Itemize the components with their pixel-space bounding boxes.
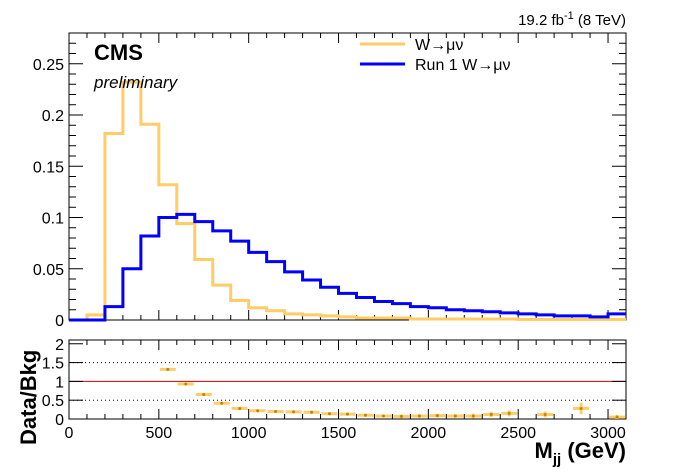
- upper-histograms: [69, 80, 626, 322]
- y-tick-label: 0.2: [42, 108, 64, 125]
- ratio-point: [375, 414, 392, 418]
- ratio-plot-frame: [68, 339, 627, 420]
- ratio-y-tick-label: 0: [55, 412, 64, 429]
- ratio-point: [159, 367, 176, 371]
- ratio-point: [483, 411, 500, 418]
- x-tick-label: 3000: [590, 425, 626, 442]
- y-axis-title-ratio: Data/Bkg: [16, 350, 41, 445]
- ratio-point-marker: [346, 412, 349, 416]
- ratio-point-marker: [328, 412, 332, 416]
- ratio-point-marker: [256, 409, 260, 413]
- ratio-point-marker: [310, 410, 314, 414]
- luminosity-label: 19.2 fb-1 (8 TeV): [518, 10, 626, 29]
- ratio-point-marker: [274, 409, 278, 413]
- ratio-point-marker: [202, 393, 206, 397]
- histogram-series-wmunu: [69, 80, 626, 322]
- y-tick-label: 0: [55, 313, 64, 330]
- ratio-point-marker: [435, 414, 439, 418]
- ratio-point: [213, 401, 230, 405]
- ratio-point-marker: [166, 367, 170, 371]
- ratio-point: [321, 412, 338, 416]
- x-axis-title-unit: (GeV): [567, 438, 626, 463]
- legend-label-run1-wmunu: Run 1 W→μν: [415, 57, 510, 74]
- ratio-y-tick-label: 2: [55, 337, 64, 354]
- ratio-point: [429, 413, 446, 418]
- ratio-point-marker: [220, 401, 224, 405]
- legend: W→μν Run 1 W→μν: [360, 37, 510, 74]
- x-tick-label: 2500: [500, 425, 536, 442]
- ratio-point: [537, 411, 554, 418]
- x-tick-label: 500: [145, 425, 172, 442]
- ratio-point-marker: [615, 415, 619, 419]
- histogram-series-run1-wmunu: [69, 212, 626, 322]
- x-tick-label: 1500: [321, 425, 357, 442]
- x-axis-title: Mjj (GeV): [535, 438, 626, 468]
- x-tick-label: 0: [65, 425, 74, 442]
- ratio-point-marker: [381, 414, 385, 418]
- ratio-point: [357, 413, 374, 417]
- ratio-points: [159, 367, 625, 419]
- ratio-point: [303, 410, 320, 414]
- ratio-point-marker: [417, 414, 421, 418]
- y-tick-label: 0.05: [33, 262, 64, 279]
- ratio-point: [177, 382, 194, 386]
- ratio-point-marker: [579, 406, 583, 410]
- x-axis-title-subscript: jj: [552, 451, 561, 468]
- ratio-point-marker: [184, 382, 188, 386]
- ratio-y-tick-label: 1.5: [42, 356, 64, 373]
- ratio-point: [411, 414, 428, 418]
- ratio-point-marker: [363, 413, 367, 417]
- x-axis-title-main: M: [535, 438, 553, 463]
- ratio-axis-ticks: 00.511.520 500 1000 1500 2000 2500 3000: [42, 337, 627, 442]
- ratio-point-marker: [238, 406, 242, 410]
- upper-axis-ticks: 0 0.05 0.1 0.15 0.2 0.25: [33, 33, 627, 330]
- ratio-y-tick-label: 1: [55, 374, 64, 391]
- ratio-point-marker: [292, 410, 296, 414]
- ratio-point: [573, 402, 590, 415]
- ratio-point: [249, 409, 266, 413]
- y-tick-label: 0.1: [42, 211, 64, 228]
- lumi-value: 19.2 fb: [518, 12, 564, 29]
- ratio-point: [285, 410, 302, 414]
- ratio-reference-lines: [69, 362, 626, 401]
- ratio-panel: 00.511.520 500 1000 1500 2000 2500 3000 Mjj (G…: [16, 337, 627, 468]
- ratio-point: [339, 412, 356, 416]
- ratio-point: [231, 406, 248, 410]
- ratio-point-marker: [543, 412, 547, 416]
- lumi-exponent: -1: [564, 10, 574, 22]
- x-tick-label: 1000: [231, 425, 267, 442]
- y-tick-label: 0.15: [33, 159, 64, 176]
- ratio-point: [465, 413, 482, 419]
- ratio-point: [267, 409, 284, 413]
- ratio-point: [195, 393, 212, 397]
- ratio-point-marker: [471, 414, 475, 418]
- legend-label-wmunu: W→μν: [415, 37, 463, 54]
- ratio-point: [609, 414, 625, 419]
- y-tick-label: 0.25: [33, 57, 64, 74]
- ratio-point: [501, 410, 518, 417]
- x-tick-label: 2000: [411, 425, 447, 442]
- ratio-point-marker: [399, 414, 403, 418]
- ratio-point: [447, 414, 464, 418]
- preliminary-label: preliminary: [93, 73, 179, 92]
- ratio-point-marker: [507, 411, 511, 415]
- ratio-point-marker: [453, 414, 457, 418]
- ratio-point: [393, 414, 410, 419]
- ratio-point-marker: [489, 412, 493, 416]
- cms-label: CMS: [94, 40, 143, 65]
- ratio-y-tick-label: 0.5: [42, 393, 64, 410]
- upper-histogram-panel: 0 0.05 0.1 0.15 0.2 0.25 CMS preliminary W→μν…: [33, 32, 627, 330]
- lumi-energy: (8 TeV): [578, 12, 626, 29]
